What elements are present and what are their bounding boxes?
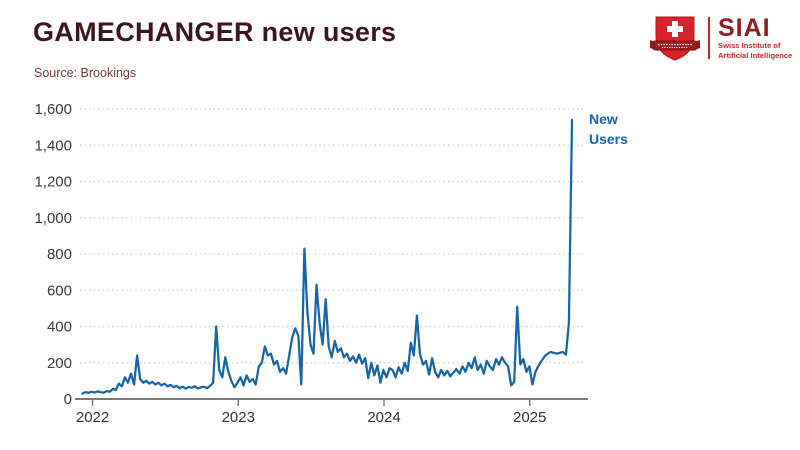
x-tick-label: 2024: [367, 409, 400, 426]
y-tick-label: 600: [47, 282, 72, 299]
y-tick-label: 1,000: [34, 210, 72, 227]
logo-text: SIAI Swiss Institute of Artificial Intel…: [718, 14, 793, 60]
series-end-label: New Users: [589, 111, 628, 147]
y-tick-label: 1,600: [34, 101, 72, 118]
logo-subtitle-line1: Swiss Institute of: [718, 41, 781, 51]
source-note: Source: Brookings: [34, 66, 137, 80]
y-tick-label: 400: [47, 319, 72, 336]
logo-acronym: SIAI: [718, 14, 771, 43]
logo-subtitle-line2: Artificial Intelligence: [718, 50, 793, 60]
y-tick-label: 800: [47, 246, 72, 263]
y-tick-label: 0: [64, 391, 72, 408]
x-tick-label: 2022: [76, 409, 109, 426]
swiss-shield-icon: [650, 16, 700, 61]
x-tick-label: 2025: [513, 409, 546, 426]
new-users-series-line: [81, 118, 574, 395]
page-title: GAMECHANGER new users: [33, 17, 397, 47]
y-tick-label: 1,400: [34, 137, 72, 154]
y-tick-label: 1,200: [34, 174, 72, 191]
y-tick-label: 200: [47, 355, 72, 372]
x-tick-label: 2023: [222, 409, 255, 426]
logo-divider: [708, 17, 710, 59]
siai-logo: SIAI Swiss Institute of Artificial Intel…: [646, 13, 792, 63]
